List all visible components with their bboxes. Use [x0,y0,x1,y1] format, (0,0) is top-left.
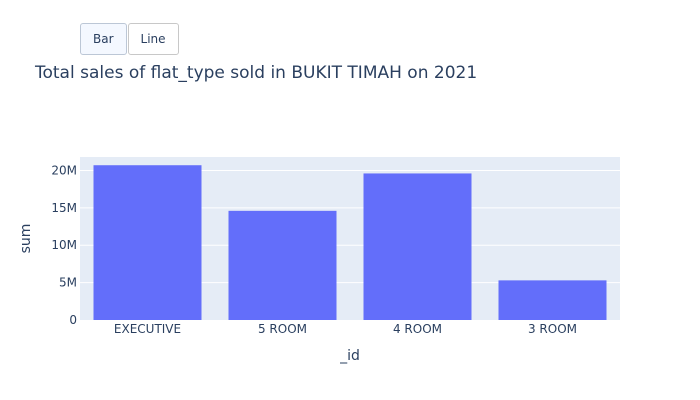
y-tick-label: 15M [51,201,77,215]
line-button[interactable]: Line [127,23,179,55]
bar-button[interactable]: Bar [80,23,127,55]
x-tick-label: 4 ROOM [393,322,442,336]
chart-title: Total sales of flat_type sold in BUKIT T… [35,63,478,83]
y-axis-ticks: 0 5M 10M 15M 20M [51,163,77,327]
bars [93,165,607,320]
y-tick-label: 20M [51,163,77,177]
bar[interactable] [363,173,472,320]
bar[interactable] [93,165,202,320]
y-axis-title: sum [18,224,34,254]
y-tick-label: 0 [69,313,77,327]
x-tick-label: 3 ROOM [528,322,577,336]
x-tick-label: EXECUTIVE [114,322,181,336]
x-axis-ticks: EXECUTIVE 5 ROOM 4 ROOM 3 ROOM [114,322,577,336]
x-tick-label: 5 ROOM [258,322,307,336]
y-tick-label: 10M [51,238,77,252]
y-tick-label: 5M [59,276,77,290]
bar[interactable] [498,280,607,320]
x-axis-title: _id [339,348,360,364]
chart-type-toggle: Bar Line [80,23,179,55]
bar[interactable] [228,210,337,320]
